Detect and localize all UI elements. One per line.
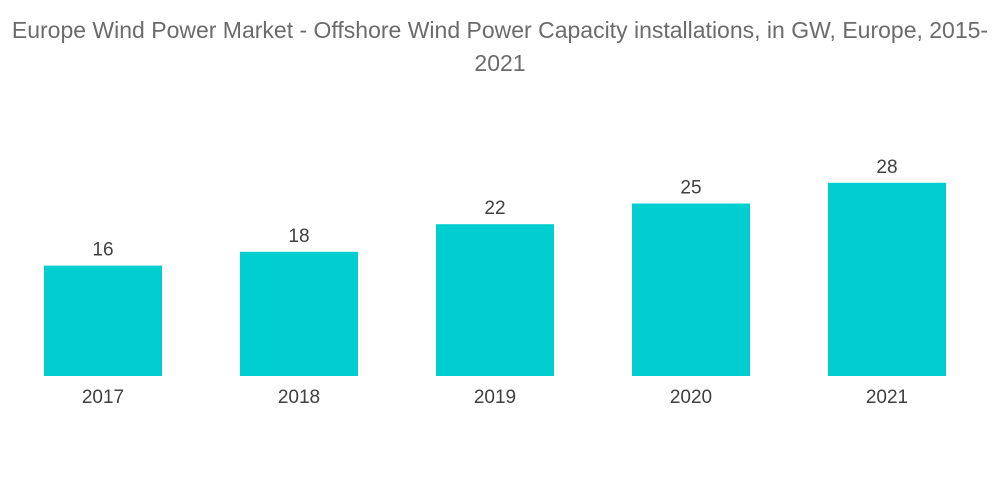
x-tick-label-2020: 2020: [670, 387, 712, 408]
bar-2018: [240, 251, 358, 376]
x-tick-label-2018: 2018: [278, 387, 320, 408]
bar-2021: [828, 182, 946, 376]
value-label-2019: 22: [484, 198, 505, 219]
x-axis-tick-labels: 2017 2018 2019 2020 2021: [82, 387, 908, 408]
x-tick-label-2017: 2017: [82, 387, 124, 408]
value-labels-group: 16 18 22 25 28: [92, 157, 897, 261]
bar-2020: [632, 203, 750, 376]
value-label-2017: 16: [92, 240, 113, 261]
bar-2019: [436, 224, 554, 376]
value-label-2020: 25: [680, 178, 701, 199]
value-label-2018: 18: [288, 226, 309, 247]
chart-title: Europe Wind Power Market - Offshore Wind…: [11, 17, 989, 76]
bars-group: [44, 182, 946, 376]
x-tick-label-2019: 2019: [474, 387, 516, 408]
x-tick-label-2021: 2021: [866, 387, 908, 408]
bar-2017: [44, 265, 162, 376]
value-label-2021: 28: [876, 157, 897, 178]
